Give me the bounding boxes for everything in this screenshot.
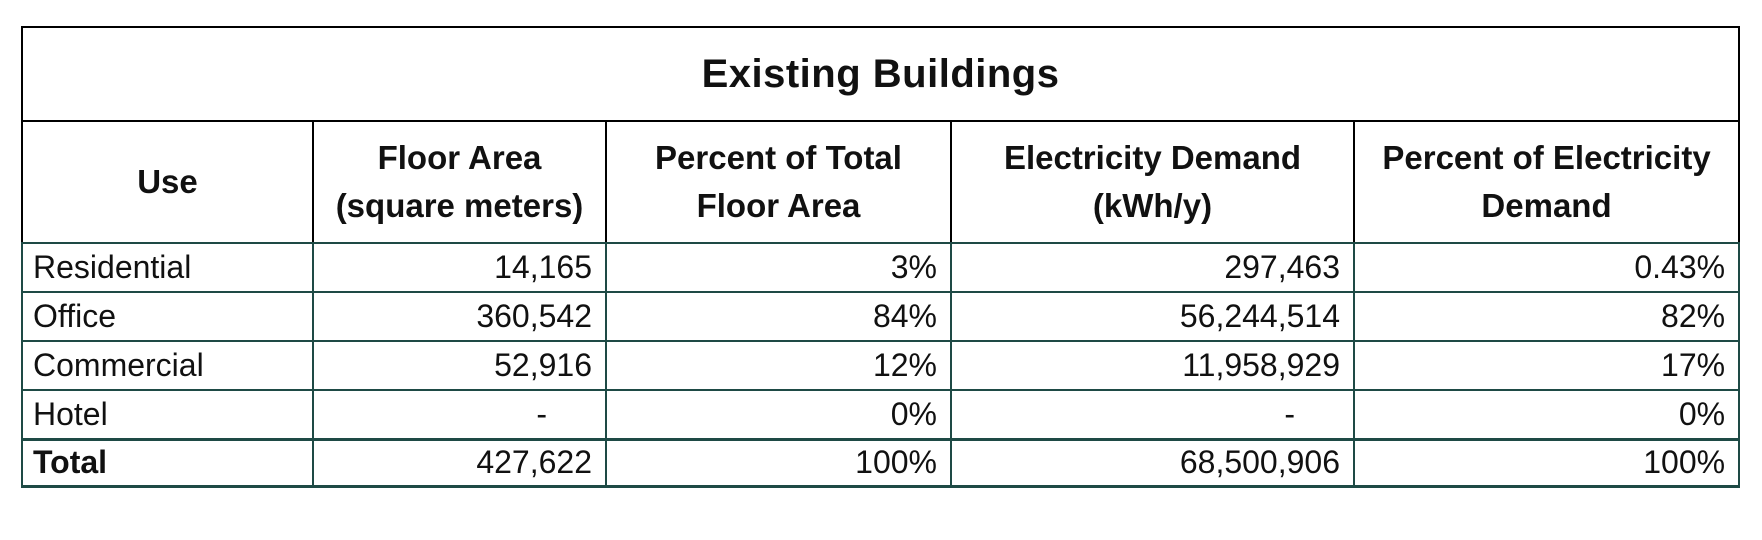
table-row-total: Total 427,622 100% 68,500,906 100% — [21, 437, 1741, 488]
cell-use: Office — [21, 291, 314, 342]
cell-use: Residential — [21, 242, 314, 293]
cell-floor-area: 14,165 — [312, 242, 607, 293]
cell-percent-floor-area: 0% — [605, 389, 952, 440]
cell-total-electricity-demand: 68,500,906 — [950, 437, 1355, 488]
col-header-use: Use — [21, 120, 314, 244]
cell-total-percent-floor-area: 100% — [605, 437, 952, 488]
col-header-electricity-demand: Electricity Demand (kWh/y) — [950, 120, 1355, 244]
cell-percent-electricity-demand: 0.43% — [1352, 242, 1741, 293]
cell-percent-floor-area: 3% — [605, 242, 952, 293]
cell-floor-area: 52,916 — [312, 340, 607, 391]
cell-total-floor-area: 427,622 — [312, 437, 607, 488]
cell-electricity-demand: 297,463 — [950, 242, 1355, 293]
col-header-percent-electricity-demand: Percent of Electricity Demand — [1352, 120, 1741, 244]
table-row-hotel: Hotel - 0% - 0% — [21, 389, 1741, 440]
cell-total-label: Total — [21, 437, 314, 488]
cell-use: Hotel — [21, 389, 314, 440]
cell-electricity-demand: - — [950, 389, 1355, 440]
table-row-commercial: Commercial 52,916 12% 11,958,929 17% — [21, 340, 1741, 391]
table-row-residential: Residential 14,165 3% 297,463 0.43% — [21, 242, 1741, 293]
cell-percent-floor-area: 84% — [605, 291, 952, 342]
cell-use: Commercial — [21, 340, 314, 391]
table-title: Existing Buildings — [20, 26, 1741, 122]
cell-percent-electricity-demand: 17% — [1352, 340, 1741, 391]
col-header-floor-area: Floor Area (square meters) — [312, 120, 607, 244]
existing-buildings-table: Existing Buildings Use Floor Area (squar… — [20, 26, 1741, 488]
cell-percent-floor-area: 12% — [605, 340, 952, 391]
col-header-percent-floor-area: Percent of Total Floor Area — [605, 120, 952, 244]
cell-floor-area: - — [312, 389, 607, 440]
table-row-office: Office 360,542 84% 56,244,514 82% — [21, 291, 1741, 342]
cell-percent-electricity-demand: 82% — [1352, 291, 1741, 342]
cell-percent-electricity-demand: 0% — [1352, 389, 1741, 440]
title-row: Existing Buildings — [20, 26, 1741, 122]
cell-electricity-demand: 56,244,514 — [950, 291, 1355, 342]
header-row: Use Floor Area (square meters) Percent o… — [21, 120, 1741, 244]
cell-electricity-demand: 11,958,929 — [950, 340, 1355, 391]
cell-total-percent-electricity-demand: 100% — [1352, 437, 1741, 488]
cell-floor-area: 360,542 — [312, 291, 607, 342]
